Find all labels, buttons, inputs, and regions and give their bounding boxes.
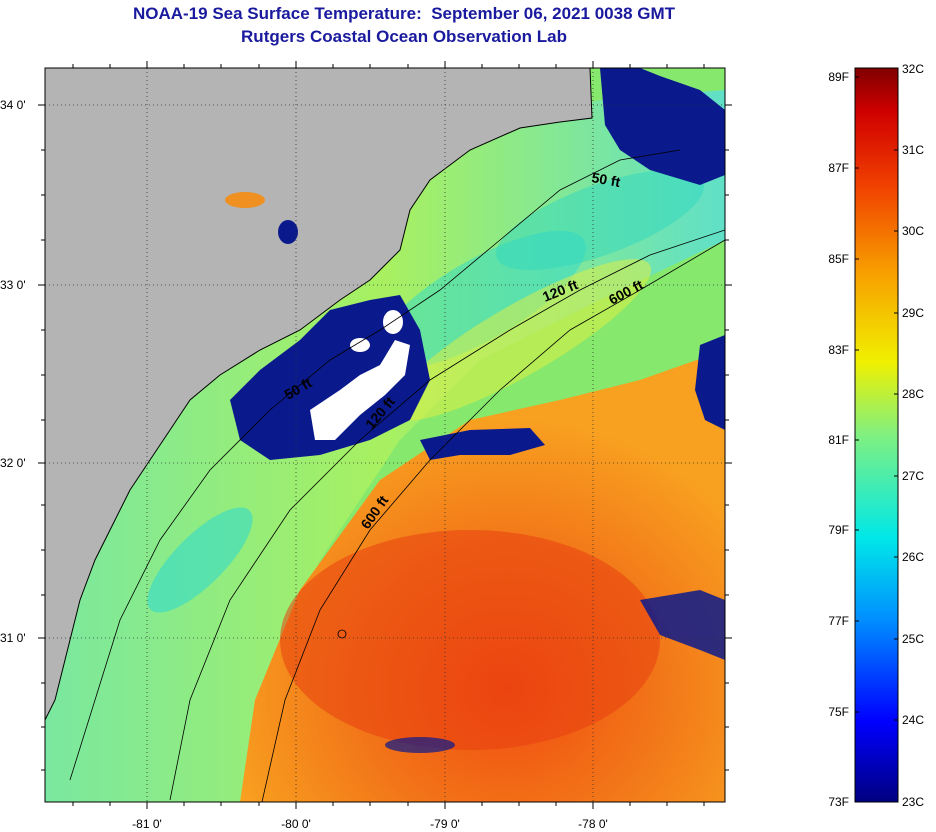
map-title: NOAA-19 Sea Surface Temperature: Septemb…: [132, 4, 676, 23]
contour-label: 50 ft: [590, 169, 621, 190]
right-ticks: [725, 104, 732, 771]
map-frame: [44, 67, 726, 803]
yellow-patch: [388, 259, 652, 421]
hot-core: [280, 530, 660, 750]
cloud-mask: [640, 590, 725, 660]
contour-600ft: [261, 239, 725, 802]
cloud-mask: [385, 737, 455, 753]
colorbar-c-label: 32C: [902, 62, 924, 76]
colorbar-c-label: 26C: [902, 550, 924, 564]
colorbar-c-label: 24C: [902, 713, 924, 727]
cool-patch: [147, 507, 253, 613]
colorbar-f-label: 81F: [828, 433, 849, 447]
colorbar-f-label: 73F: [828, 795, 849, 809]
colorbar-f-label: 75F: [828, 705, 849, 719]
lat-label: 33 0': [0, 278, 26, 292]
lon-label: -78 0': [578, 817, 608, 831]
bottom-ticks: [72, 802, 705, 809]
lon-label: -81 0': [132, 817, 162, 831]
lon-label: -80 0': [281, 817, 311, 831]
cloud-white: [310, 340, 410, 440]
left-ticks: [38, 104, 45, 771]
cloud-mask: [278, 220, 298, 244]
top-ticks: [72, 61, 705, 68]
shelf-water: [45, 90, 725, 802]
map-subtitle: Rutgers Coastal Ocean Observation Lab: [241, 27, 567, 46]
colorbar-f-label: 83F: [828, 343, 849, 357]
colorbar-c-ticks: [894, 149, 898, 721]
colorbar-c-label: 29C: [902, 306, 924, 320]
contour-120ft: [169, 229, 725, 801]
colorbar-c-label: 28C: [902, 387, 924, 401]
colorbar-c-label: 23C: [902, 795, 924, 809]
coastline: [45, 68, 593, 721]
cloud-mask: [420, 428, 545, 460]
cloud-white: [383, 310, 403, 334]
graticule: [45, 68, 725, 802]
colorbar: [854, 67, 899, 803]
cloud-mask: [230, 295, 430, 460]
contour-50ft: [69, 149, 681, 781]
cloud-white: [350, 338, 370, 352]
colorbar-c-label: 25C: [902, 632, 924, 646]
lon-label: -79 0': [430, 817, 460, 831]
colorbar-f-label: 77F: [828, 614, 849, 628]
colorbar-f-ticks: [855, 76, 859, 713]
colorbar-f-label: 85F: [828, 252, 849, 266]
cloud-mask: [600, 68, 725, 185]
lat-label: 34 0': [0, 98, 26, 112]
lake-warm: [225, 192, 265, 208]
colorbar-f-label: 89F: [828, 70, 849, 84]
lat-label: 32 0': [0, 456, 26, 470]
cloud-mask: [695, 335, 725, 430]
land: [45, 68, 592, 720]
colorbar-c-label: 31C: [902, 143, 924, 157]
lat-label: 31 0': [0, 631, 26, 645]
cool-patch: [495, 170, 705, 270]
colorbar-f-label: 79F: [828, 523, 849, 537]
colorbar-c-label: 30C: [902, 224, 924, 238]
colorbar-c-label: 27C: [902, 469, 924, 483]
colorbar-f-label: 87F: [828, 161, 849, 175]
